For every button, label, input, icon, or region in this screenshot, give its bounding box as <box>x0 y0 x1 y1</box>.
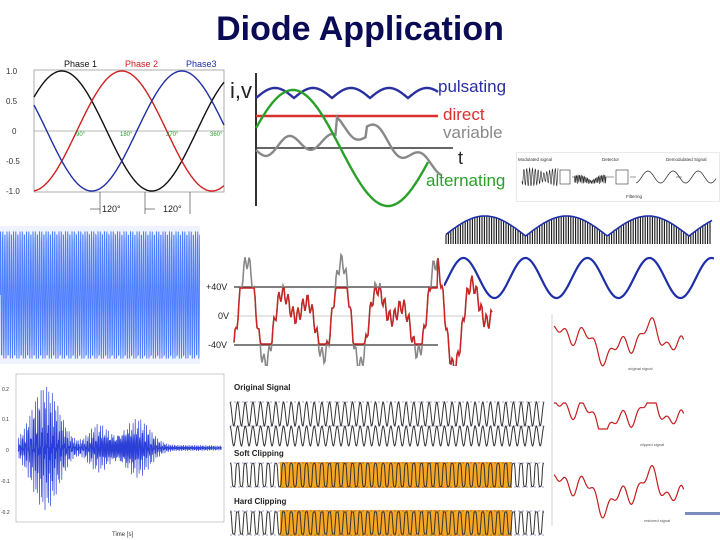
sine-wave <box>444 256 714 300</box>
legend-phase-1: Phase 1 <box>64 59 97 69</box>
phase-legend: Phase 1 Phase 2 Phase3 <box>64 59 217 69</box>
clip-label-soft: Soft Clipping <box>234 449 284 458</box>
legend-phase-3: Phase3 <box>186 59 217 69</box>
degree-label: 180° <box>120 132 133 138</box>
phase-3-wave <box>33 70 225 192</box>
blue-sine-wave <box>444 256 714 300</box>
phase-1-wave <box>33 70 225 192</box>
red-signal-stack: original signal clipped signal restored … <box>551 314 685 526</box>
y-tick: 0.5 <box>6 97 18 106</box>
phase-2-wave <box>33 70 225 192</box>
y-tick: -0.1 <box>1 479 10 485</box>
filter-block <box>615 169 629 185</box>
y-tick: -0.2 <box>1 510 10 516</box>
audio-y-ticks: 0.2 0.1 0 -0.1 -0.2 <box>1 387 10 516</box>
hard-clip-wave <box>230 511 544 535</box>
iv-axis-label: i,v <box>230 78 252 103</box>
restored-red-signal <box>553 464 685 519</box>
degree-label: 270° <box>166 132 179 138</box>
degree-label: 90° <box>76 132 86 138</box>
y-tick: -1.0 <box>6 187 20 196</box>
dense-blue-waveform <box>0 226 200 364</box>
three-phase-plot: Phase 1 Phase 2 Phase3 1.0 0.5 0 -0.5 -1… <box>6 59 225 214</box>
demod-label: Detector <box>602 157 620 162</box>
voltage-label: +40V <box>206 282 227 292</box>
demod-label: Modulated signal <box>518 157 552 162</box>
spacing-label: 120° <box>163 204 182 214</box>
y-tick: -0.5 <box>6 157 20 166</box>
rectified-envelope <box>445 215 713 237</box>
variable-wave <box>255 114 443 177</box>
signal-types-diagram: i,v t pulsating direct variable alternat… <box>230 73 506 208</box>
phase-spacing-markers: 120° 120° <box>90 192 191 214</box>
page-title: Diode Application <box>216 10 504 48</box>
y-tick: 0.1 <box>2 417 9 423</box>
degree-labels: 90° 180° 270° 360° <box>76 132 223 138</box>
clip-label-original: Original Signal <box>234 383 290 392</box>
diode-block <box>559 169 571 185</box>
clipped-red-signal <box>554 402 685 430</box>
label-pulsating: pulsating <box>438 77 506 96</box>
original-red-signal <box>553 317 685 367</box>
y-tick: 1.0 <box>6 67 18 76</box>
y-tick: 0 <box>6 448 9 454</box>
label-variable: variable <box>443 123 503 142</box>
demod-label: Filtering <box>626 194 643 199</box>
rectified-signal <box>573 173 607 185</box>
corner-accent-line <box>685 512 720 515</box>
audio-signal <box>17 386 222 511</box>
demodulator-diagram: Modulated signal Detector Demodulated Si… <box>516 152 720 202</box>
label-alternating: alternating <box>426 171 505 190</box>
original-signal-wave <box>229 425 545 447</box>
clip-label-hard: Hard Clipping <box>234 497 287 506</box>
demodulated-signal <box>635 170 717 184</box>
spacing-label: 120° <box>102 204 121 214</box>
voltage-waveform: +40V 0V -40V <box>206 252 493 366</box>
clipped-signal <box>233 258 493 366</box>
degree-label: 360° <box>210 132 223 138</box>
y-tick: 0 <box>12 127 17 136</box>
red-caption: original signal <box>628 366 653 371</box>
clip-threshold-lines <box>230 401 544 536</box>
legend-phase-2: Phase 2 <box>125 59 158 69</box>
time-axis-label: t <box>458 148 463 168</box>
red-caption: restored signal <box>644 518 670 523</box>
audio-waveform: 0.2 0.1 0 -0.1 -0.2 Time [s] <box>1 373 225 538</box>
y-tick: 0.2 <box>2 387 9 393</box>
alternating-wave <box>254 88 430 208</box>
original-signal-wave <box>229 400 545 428</box>
voltage-label: -40V <box>208 340 227 350</box>
clipping-comparison: Original Signal Soft Clipping Hard Clipp… <box>229 383 545 536</box>
rectified-bars <box>445 216 711 244</box>
red-caption: clipped signal <box>640 442 664 447</box>
demod-label: Demodulated Signal <box>666 157 707 162</box>
phase-y-ticks: 1.0 0.5 0 -0.5 -1.0 <box>6 67 20 196</box>
audio-x-label: Time [s] <box>112 532 133 538</box>
dense-wave <box>0 231 200 359</box>
rectified-waveform <box>445 215 713 244</box>
am-signal <box>521 167 559 187</box>
label-direct: direct <box>443 105 485 124</box>
voltage-label: 0V <box>218 311 229 321</box>
